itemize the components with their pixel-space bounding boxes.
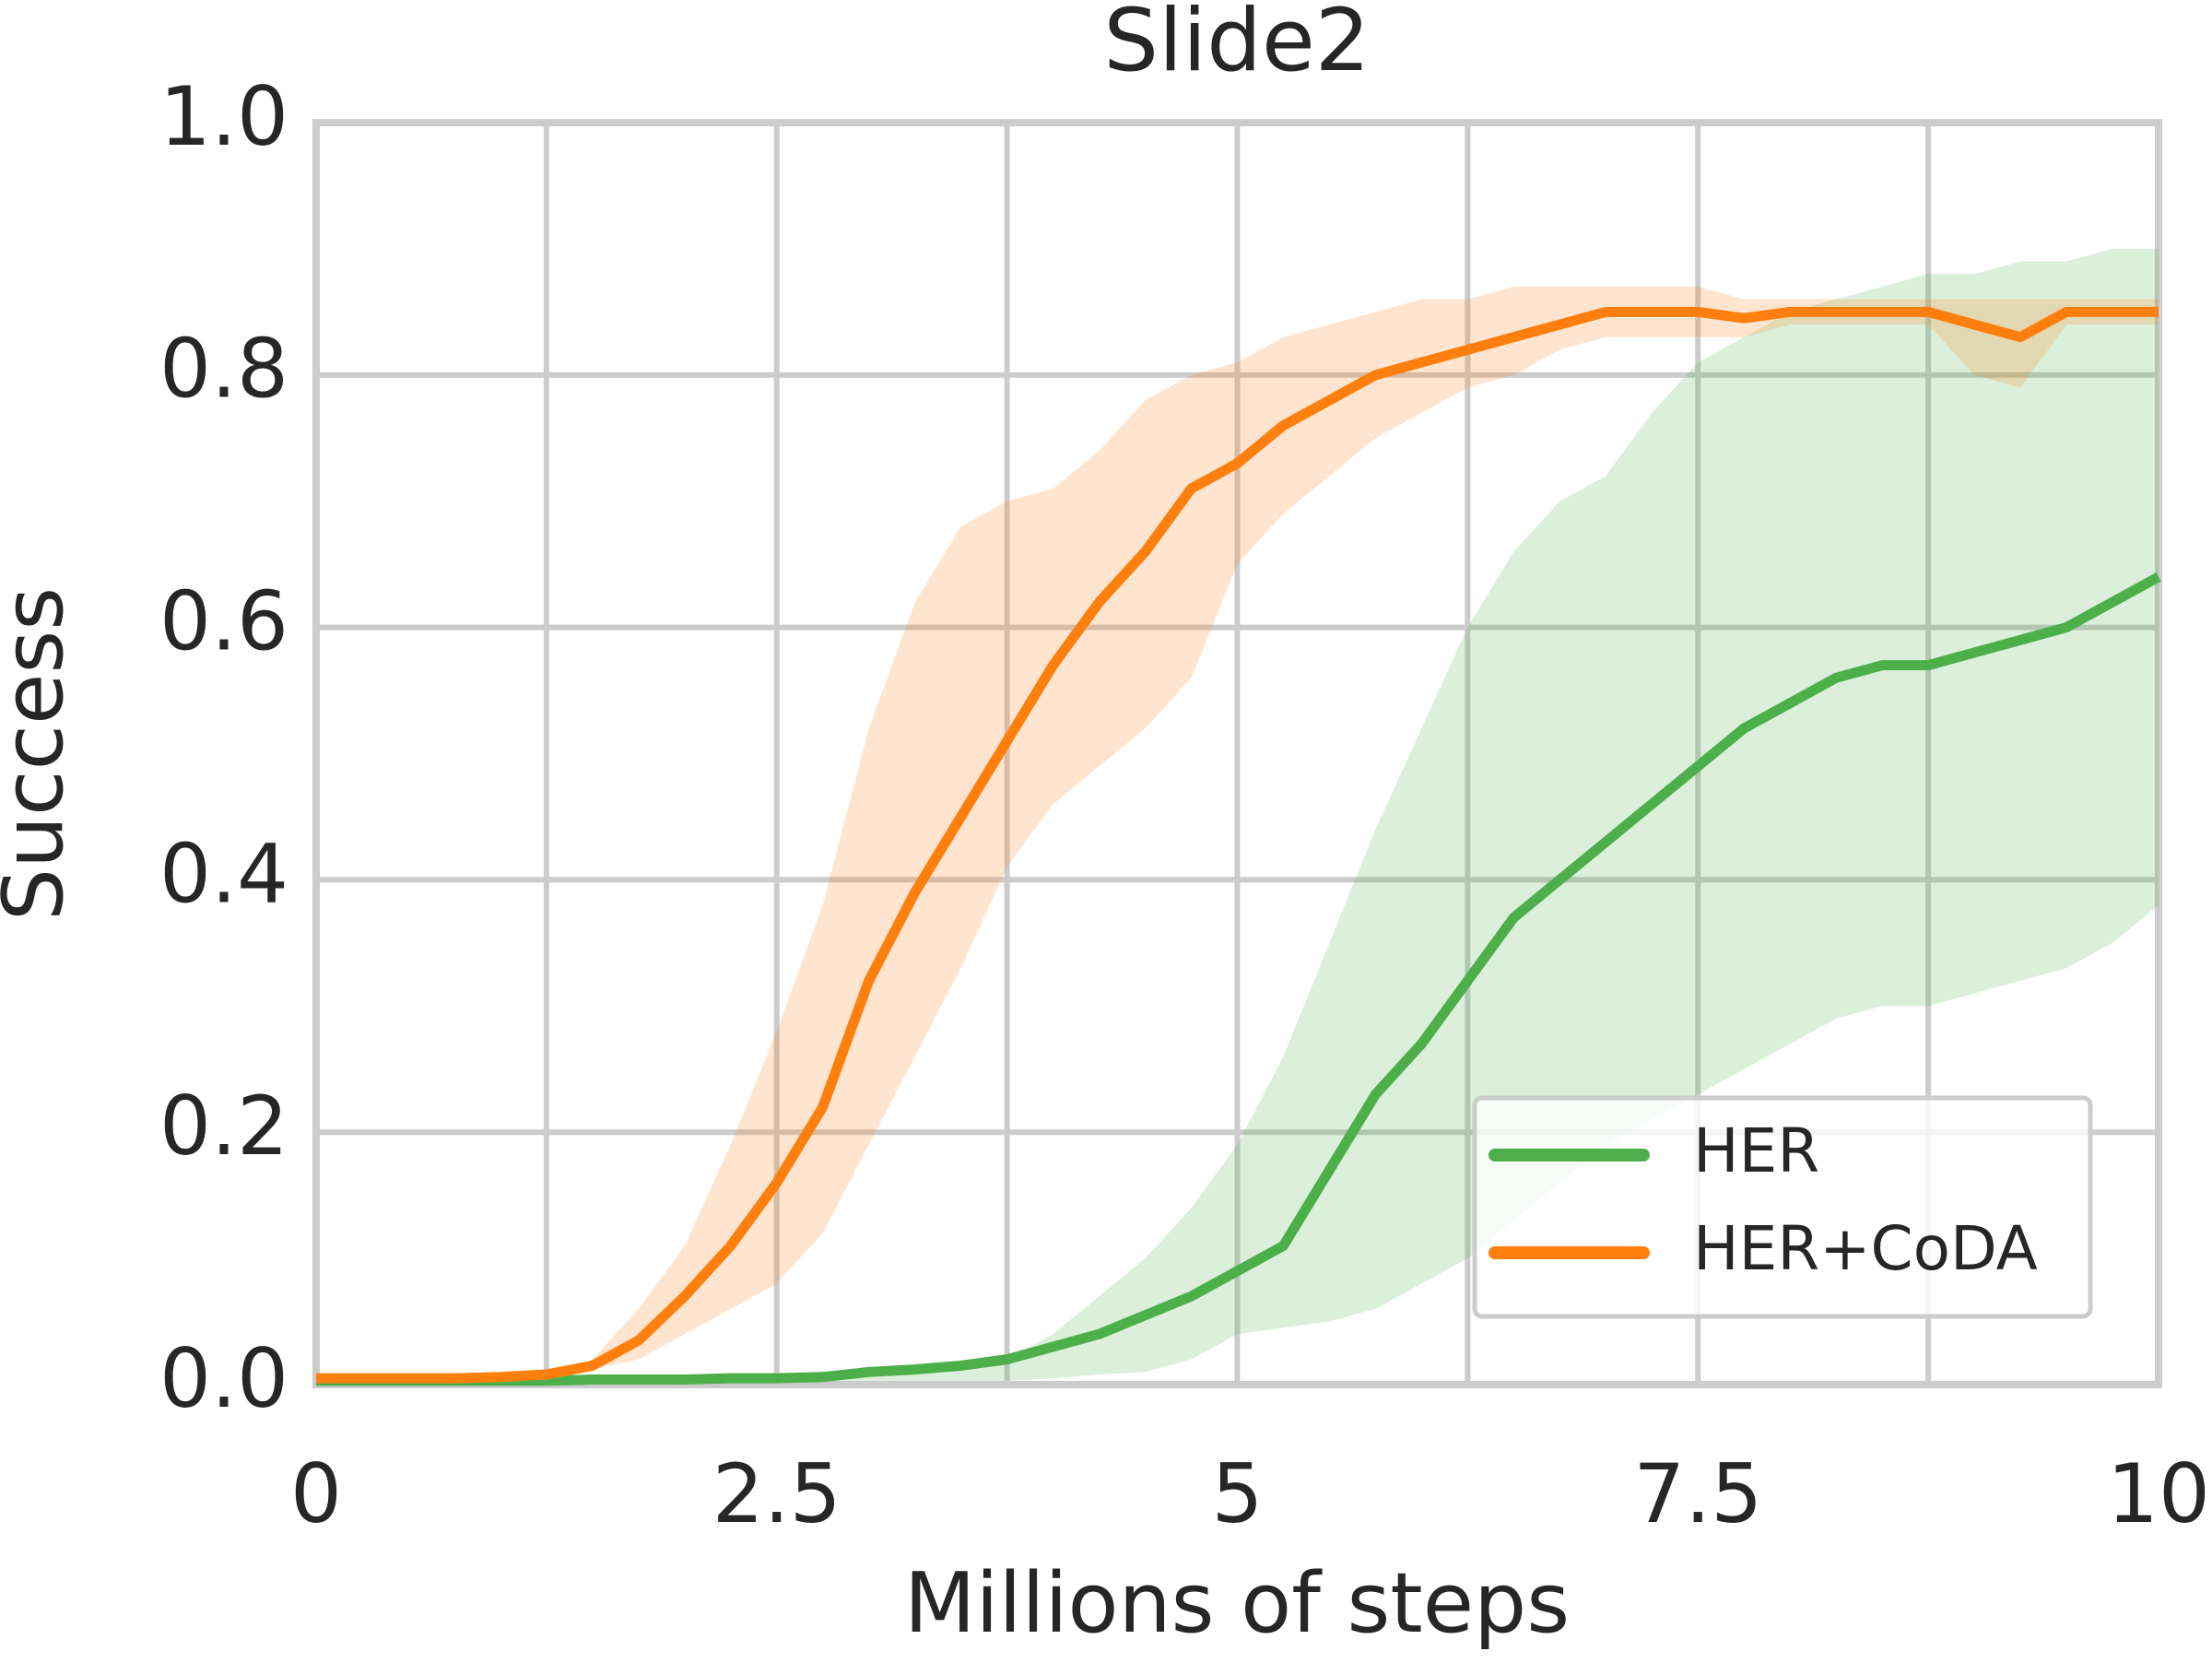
- y-tick-label: 0.0: [159, 1331, 288, 1426]
- x-tick-label: 0: [290, 1446, 342, 1541]
- y-tick-label: 0.2: [159, 1079, 288, 1174]
- series-line: [316, 306, 2159, 1384]
- y-tick-label: 1.0: [159, 69, 288, 164]
- x-tick-label: 10: [2107, 1446, 2210, 1541]
- confidence-band: [316, 286, 2159, 1379]
- confidence-band: [316, 248, 2159, 1381]
- series-line: [316, 572, 2161, 1386]
- y-tick-label: 0.8: [159, 322, 288, 417]
- x-tick-label: 2.5: [712, 1446, 841, 1541]
- x-tick-label: 7.5: [1633, 1446, 1762, 1541]
- y-tick-label: 0.6: [159, 574, 288, 669]
- y-axis-label: Success: [0, 587, 82, 921]
- x-axis-label: Millions of steps: [904, 1555, 1570, 1652]
- chart-title: Slide2: [1103, 0, 1370, 91]
- legend-label: HER: [1693, 1115, 1819, 1186]
- legend-label: HER+CoDA: [1693, 1213, 2038, 1284]
- plot-frame: [312, 119, 2162, 1388]
- y-tick-label: 0.4: [159, 826, 288, 921]
- x-tick-label: 5: [1212, 1446, 1264, 1541]
